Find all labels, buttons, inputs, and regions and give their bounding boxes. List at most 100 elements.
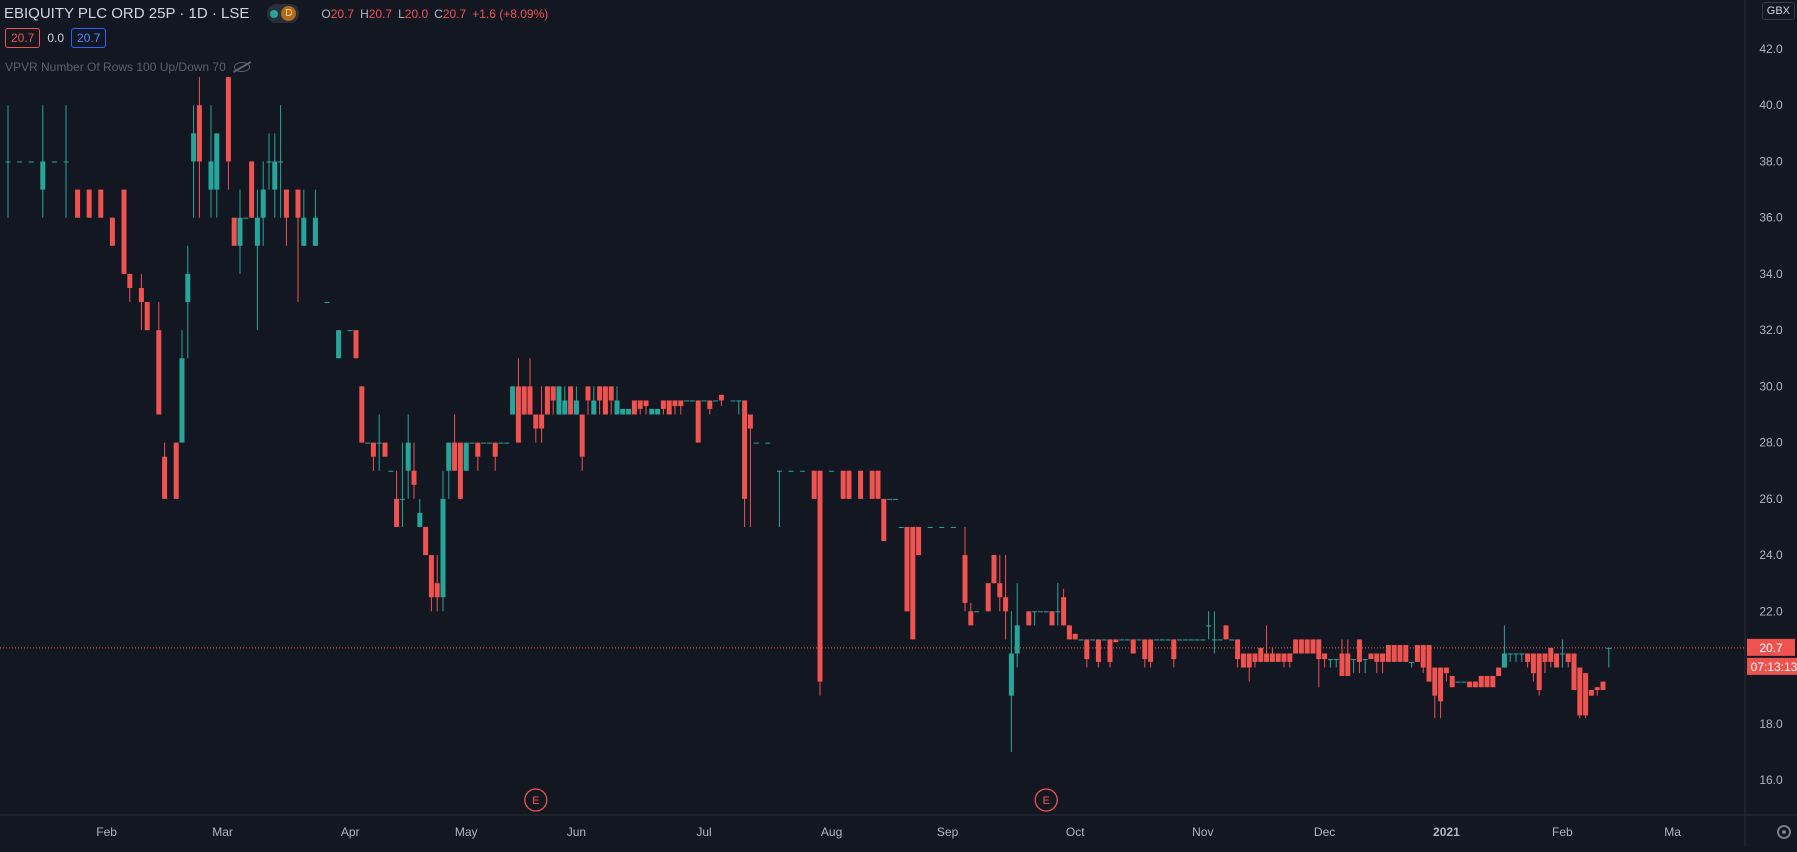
y-tick-label: 26.0 (1759, 492, 1783, 506)
candle-body (997, 583, 1003, 598)
candle-body (1188, 639, 1194, 641)
indicator-label: VPVR Number Of Rows 100 Up/Down 70 (5, 60, 226, 74)
candle-body (1153, 639, 1159, 641)
candle-body (469, 442, 475, 444)
candle-body (1322, 653, 1328, 660)
candle-body (365, 442, 371, 444)
settings-gear-icon[interactable] (1777, 825, 1791, 839)
candle-body (753, 442, 759, 444)
candle-body (1229, 639, 1235, 641)
candle-body (631, 400, 637, 415)
earnings-event-label: E (532, 795, 539, 807)
candle-body (1043, 611, 1049, 613)
candle-body (1478, 675, 1484, 688)
candle-body (562, 400, 568, 415)
candle-body (1461, 681, 1467, 683)
candle-body (1124, 639, 1130, 641)
candle-body (1484, 675, 1490, 688)
candle-body (144, 302, 150, 331)
candle-body (550, 386, 556, 401)
x-tick-label: Feb (96, 825, 117, 839)
candle-body (5, 161, 11, 163)
candle-body (840, 470, 846, 499)
candle-body (962, 555, 968, 603)
x-tick-label: Aug (821, 825, 842, 839)
candle-body (1130, 639, 1136, 654)
candle-body (434, 583, 440, 598)
candle-body (666, 400, 672, 415)
candle-body (162, 456, 168, 499)
x-tick-label: Oct (1066, 825, 1085, 839)
candle-body (225, 77, 231, 162)
candle-body (237, 217, 243, 246)
candle-body (637, 400, 643, 409)
candle-body (399, 498, 405, 500)
candle-body (1391, 645, 1397, 662)
x-tick-label: Feb (1552, 825, 1573, 839)
candle-body (452, 442, 458, 471)
candle-body (1235, 639, 1241, 660)
hidden-eye-icon[interactable] (233, 62, 250, 72)
candle-body (1443, 667, 1449, 674)
candle-body (950, 526, 956, 528)
y-tick-label: 22.0 (1759, 604, 1783, 618)
candle-body (1003, 597, 1009, 612)
candle-body (394, 498, 400, 527)
candle-body (457, 442, 463, 499)
candle-body (121, 189, 127, 274)
candle-body (892, 498, 898, 500)
candle-body (1177, 639, 1183, 641)
candle-body (324, 302, 330, 304)
earnings-event-icon (524, 788, 548, 812)
low-value: 20.0 (404, 6, 429, 21)
candle-body (249, 161, 255, 218)
candle-body (1426, 645, 1432, 682)
candle-body (736, 400, 742, 402)
high-label: H (360, 6, 369, 21)
spread-value: 0.0 (47, 31, 65, 45)
x-tick-label: Nov (1192, 825, 1213, 839)
candle-body (1078, 639, 1084, 641)
candle-body (1206, 625, 1212, 627)
candle-body (875, 470, 881, 499)
candle-body (40, 161, 46, 190)
candle-body (1554, 653, 1560, 668)
candle-body (539, 414, 545, 429)
candle-body (968, 611, 974, 626)
candle-body (1351, 659, 1357, 661)
y-tick-label: 28.0 (1759, 436, 1783, 450)
candle-body (742, 400, 748, 499)
candle-body (504, 442, 510, 444)
currency-label[interactable]: GBX (1761, 2, 1795, 20)
candle-body (672, 400, 678, 407)
high-value: 20.7 (368, 6, 393, 21)
delayed-data-badge: D (281, 6, 297, 21)
candle-body (846, 470, 852, 499)
candle-body (1119, 639, 1125, 641)
candle-body (1362, 659, 1368, 661)
indicator-legend[interactable]: VPVR Number Of Rows 100 Up/Down 70 (5, 60, 250, 74)
candle-body (811, 470, 817, 499)
candle-body (492, 442, 498, 457)
bid-price[interactable]: 20.7 (5, 28, 41, 48)
y-tick-label: 18.0 (1759, 717, 1783, 731)
candle-body (1380, 653, 1386, 662)
candle-body (1374, 653, 1380, 662)
candle-body (312, 217, 318, 246)
candle-body (829, 470, 835, 472)
candle-body (869, 470, 875, 499)
candle-body (208, 161, 214, 190)
countdown-text: 07:13:13 (1751, 660, 1797, 674)
candle-body (17, 161, 23, 163)
candle-body (1606, 647, 1612, 649)
market-status[interactable]: D (267, 4, 300, 23)
candle-body (991, 555, 997, 584)
ask-price[interactable]: 20.7 (71, 28, 107, 48)
candle-body (1008, 653, 1014, 696)
symbol-title[interactable]: EBIQUITY PLC ORD 25P · 1D · LSE (4, 5, 250, 22)
current-price-text: 20.7 (1759, 641, 1783, 655)
candle-body (1583, 673, 1589, 716)
candle-body (196, 105, 202, 162)
